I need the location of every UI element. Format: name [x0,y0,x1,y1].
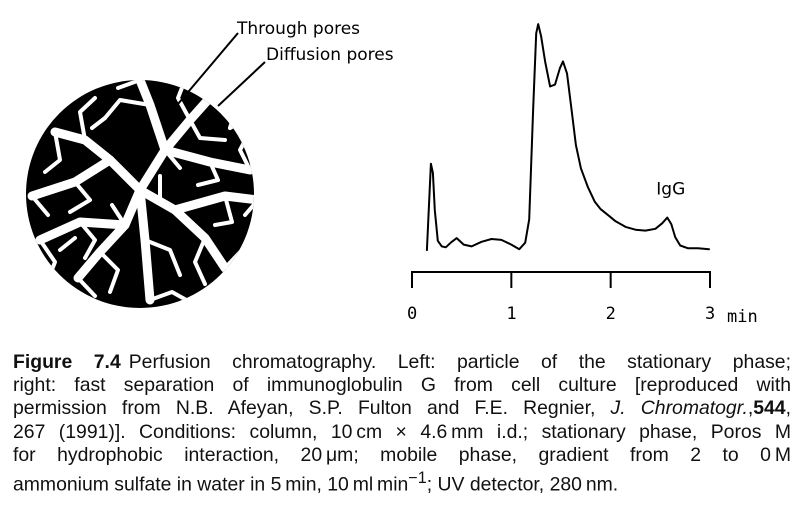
diffusion-pores-leader [217,61,266,107]
x-axis-tick-labels: 0 1 2 3 [407,304,715,324]
volume-number: 544 [753,397,786,420]
x-tick-label-3: 3 [705,304,715,324]
figure-artwork: Through pores Diffusion pores 0 1 2 3 min I… [26,19,758,327]
caption-line-3: permission from N.B. Afeyan, S.P. Fulton… [13,397,611,420]
x-tick-label-2: 2 [606,304,616,324]
caption-line-2: right: fast separation of immunoglobulin… [13,374,791,397]
x-tick-label-0: 0 [407,304,417,324]
through-pores-leader [177,32,239,105]
caption-line-1: Perfusion chromatography. Left: particle… [128,351,791,373]
diffusion-pores-label: Diffusion pores [266,45,394,65]
journal-name: J. Chromatogr. [610,397,748,420]
chromatogram-chart: 0 1 2 3 min IgG [407,23,758,327]
x-axis-ticks [411,272,711,288]
figure-label: Figure 7.4 [13,351,121,373]
caption-line-6: ammonium sulfate in water in 5 min, 10 m… [13,473,409,496]
caption-line-4: 267 (1991)]. Conditions: column, 10 cm ×… [13,420,791,443]
through-pores-label: Through pores [236,19,360,39]
figure-caption: Figure 7.4 Perfusion chromatography. Left… [13,351,791,496]
igg-peak-label: IgG [656,179,685,199]
unit-exponent: −1 [408,469,427,488]
caption-line-5: for hydrophobic interaction, 20 μm; mobi… [13,443,791,466]
x-tick-label-1: 1 [506,304,516,324]
x-axis-unit-label: min [727,307,758,327]
chromatogram-trace [425,23,710,252]
porous-particle: Through pores Diffusion pores [26,19,394,308]
